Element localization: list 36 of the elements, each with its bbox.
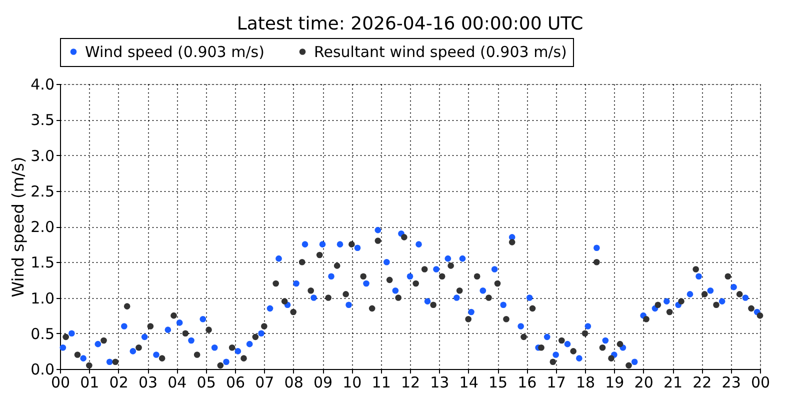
x-tick-label: 19 [605,374,624,392]
x-tick-label: 13 [430,374,450,392]
x-tick-label: 23 [722,374,741,392]
y-tick-label: 4.0 [30,76,54,94]
x-tick-label: 20 [634,374,654,392]
x-tick-label: 15 [488,374,508,392]
x-tick-label: 12 [400,374,420,392]
y-tick-label: 0.5 [30,324,54,343]
x-tick-label: 09 [313,374,333,392]
chart-title: Latest time: 2026-04-16 00:00:00 UTC [236,14,584,34]
x-tick-label: 14 [459,374,478,392]
x-tick-label: 17 [546,374,566,392]
legend-label: Resultant wind speed (0.903 m/s) [314,42,567,61]
x-tick-label: 06 [226,374,246,392]
x-tick-label: 04 [168,374,187,392]
x-tick-label: 07 [255,374,274,392]
y-tick-label: 2.0 [30,218,54,236]
legend-label: Wind speed (0.903 m/s) [85,42,264,61]
y-axis-title: Wind speed (m/s) [8,156,28,298]
y-tick-label: 1.5 [30,254,54,272]
x-tick-label: 18 [576,374,596,392]
x-tick-label: 02 [109,374,128,392]
y-tick-label: 3.5 [30,111,54,130]
x-tick-label: 11 [372,374,391,392]
x-tick-label: 16 [518,374,537,392]
x-tick-label: 10 [342,374,362,392]
x-tick-label: 21 [663,374,683,392]
x-tick-label: 01 [80,374,100,392]
y-tick-label: 3.0 [30,146,54,165]
x-tick-label: 00 [750,374,770,392]
y-tick-label: 2.5 [30,182,54,200]
x-tick-label: 05 [196,374,216,392]
x-tick-label: 08 [284,374,304,392]
x-tick-label: 22 [692,374,712,392]
x-tick-label: 03 [138,374,158,392]
y-tick-label: 1.0 [30,289,54,308]
